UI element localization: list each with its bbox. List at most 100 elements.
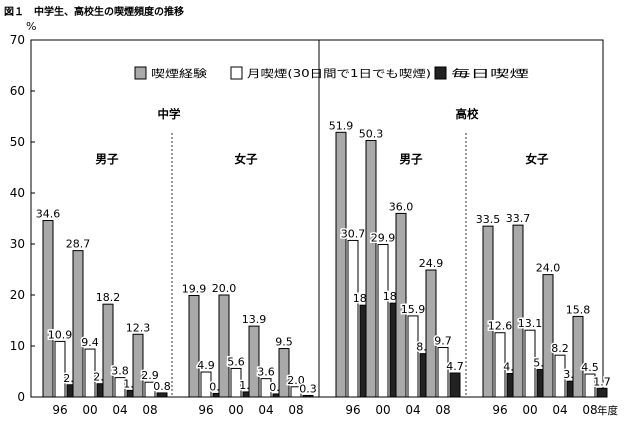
- bar-ever-smoked: [42, 220, 54, 398]
- bar-ever-smoked: [132, 333, 144, 398]
- x-tick-label: 08: [435, 403, 450, 417]
- data-label: 20.0: [212, 282, 237, 295]
- figure-title: 図１ 中学生、高校生の喫煙頻度の推移: [4, 7, 184, 18]
- bar-monthly-smoker: [524, 329, 536, 398]
- bar-ever-smoked: [335, 131, 347, 398]
- data-label: 28.7: [66, 238, 91, 251]
- bar-ever-smoked: [542, 274, 554, 398]
- bar-daily-smoker: [302, 394, 314, 398]
- data-label: 19.9: [182, 283, 207, 296]
- bar-ever-smoked: [188, 295, 200, 398]
- legend-label: 毎日喫煙: [451, 67, 530, 80]
- bar-daily-smoker: [596, 387, 608, 398]
- y-tick-label: 40: [10, 186, 25, 200]
- x-tick-label: 04: [405, 403, 420, 417]
- data-label: 29.9: [371, 232, 396, 245]
- x-tick-label: 08: [288, 403, 303, 417]
- bar-ever-smoked: [572, 315, 584, 398]
- bar-monthly-smoker: [144, 381, 156, 398]
- sex-label: 女子: [526, 152, 549, 166]
- bar-ever-smoked: [102, 303, 114, 398]
- data-label: 3.8: [111, 365, 129, 378]
- data-label: 1.7: [593, 375, 611, 388]
- data-label: 9.7: [434, 335, 452, 348]
- school-label: 高校: [456, 107, 479, 121]
- x-tick-label: 96: [52, 403, 67, 417]
- x-tick-label: 96: [345, 403, 360, 417]
- data-label: 0.8: [153, 380, 171, 393]
- x-tick-label: 04: [552, 403, 567, 417]
- data-label: 8.2: [551, 342, 569, 355]
- x-tick-label: 00: [228, 403, 243, 417]
- data-label: 10.9: [48, 328, 73, 341]
- data-label: 30.7: [341, 227, 366, 240]
- bar-monthly-smoker: [200, 371, 212, 398]
- x-tick-label: 08: [582, 403, 597, 417]
- bar-ever-smoked: [278, 348, 290, 398]
- bar-monthly-smoker: [347, 239, 359, 398]
- y-tick-label: 50: [10, 135, 25, 149]
- bar-monthly-smoker: [407, 315, 419, 398]
- x-tick-label: 08: [142, 403, 157, 417]
- data-label: 13.9: [242, 313, 267, 326]
- bar-ever-smoked: [365, 139, 377, 398]
- data-label: 3.6: [257, 366, 275, 379]
- bar-monthly-smoker: [494, 332, 506, 398]
- data-label: 33.7: [506, 212, 531, 225]
- y-unit-label: %: [26, 20, 36, 33]
- data-label: 4.5: [581, 361, 599, 374]
- sex-label: 男子: [96, 152, 119, 166]
- legend-swatch: [230, 66, 243, 80]
- bar-ever-smoked: [248, 325, 260, 398]
- legend-swatch: [134, 66, 147, 80]
- data-label: 33.5: [476, 213, 501, 226]
- bar-daily-smoker: [449, 372, 461, 398]
- data-label: 50.3: [359, 127, 384, 140]
- bar-ever-smoked: [425, 269, 437, 398]
- bar-ever-smoked: [218, 294, 230, 398]
- data-label: 51.9: [329, 119, 354, 132]
- data-label: 15.8: [566, 303, 591, 316]
- y-tick-label: 30: [10, 237, 25, 251]
- y-tick-label: 10: [10, 339, 25, 353]
- school-label: 中学: [158, 107, 181, 121]
- data-label: 24.0: [536, 262, 561, 275]
- bar-monthly-smoker: [554, 354, 566, 398]
- legend-swatch: [434, 66, 447, 80]
- bar-monthly-smoker: [260, 378, 272, 398]
- bar-ever-smoked: [512, 224, 524, 398]
- bar-ever-smoked: [395, 212, 407, 398]
- bar-monthly-smoker: [114, 377, 126, 398]
- data-label: 24.9: [419, 257, 444, 270]
- data-label: 2.9: [141, 369, 159, 382]
- data-label: 36.0: [389, 200, 414, 213]
- bar-monthly-smoker: [84, 348, 96, 398]
- bar-monthly-smoker: [54, 340, 66, 398]
- sex-label: 女子: [235, 152, 258, 166]
- bar-ever-smoked: [72, 250, 84, 398]
- data-label: 15.9: [401, 303, 426, 316]
- legend-label: 喫煙経験: [151, 67, 208, 80]
- data-label: 5.6: [227, 355, 245, 368]
- x-tick-label: 96: [492, 403, 507, 417]
- x-tick-label: 96: [198, 403, 213, 417]
- y-tick-label: 70: [10, 33, 25, 47]
- data-label: 12.6: [488, 320, 513, 333]
- x-tick-label: 00: [82, 403, 97, 417]
- bar-ever-smoked: [482, 225, 494, 398]
- x-tick-label: 04: [112, 403, 127, 417]
- y-tick-label: 20: [10, 288, 25, 302]
- x-tick-label: 04: [258, 403, 273, 417]
- y-tick-label: 60: [10, 84, 25, 98]
- bar-monthly-smoker: [290, 386, 302, 398]
- bar-monthly-smoker: [377, 244, 389, 398]
- data-label: 18.2: [96, 291, 121, 304]
- bar-daily-smoker: [156, 392, 168, 398]
- legend-label: 月喫煙(30日間で1日でも喫煙): [247, 68, 431, 80]
- data-label: 13.1: [518, 317, 543, 330]
- y-tick-label: 0: [17, 390, 25, 404]
- bar-monthly-smoker: [437, 347, 449, 398]
- data-label: 9.4: [81, 336, 99, 349]
- bar-monthly-smoker: [584, 373, 596, 398]
